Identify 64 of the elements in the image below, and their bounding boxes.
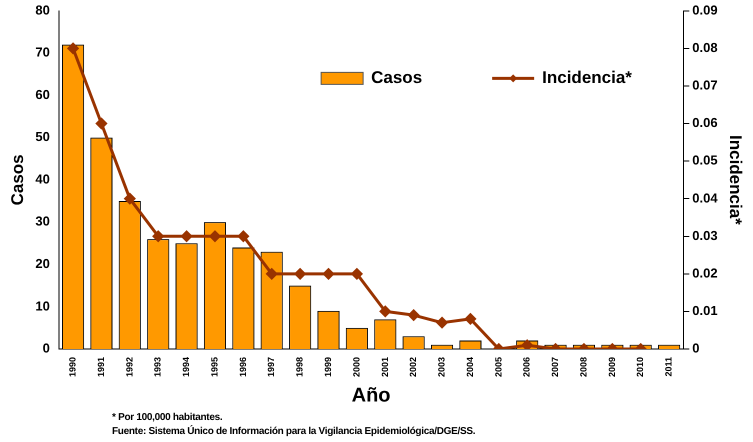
point: [238, 230, 249, 242]
x-tick-label: 2010: [635, 356, 646, 378]
point: [323, 268, 334, 280]
point: [124, 193, 136, 204]
x-tick-label: 2008: [578, 356, 588, 378]
point: [380, 306, 391, 317]
y-tick-label: 70: [35, 44, 50, 60]
x-tick-label: 1997: [266, 356, 276, 378]
text: * Por 100,000 habitantes.: [112, 411, 224, 425]
y-tick-label: 80: [35, 2, 50, 18]
y-tick-label: 30: [35, 214, 50, 229]
y-tick-label: 10: [35, 298, 50, 314]
point: [266, 268, 278, 280]
y-tick-label: 20: [35, 256, 50, 272]
x-tick-label: 2001: [380, 356, 390, 378]
y2-tick-label: 0.05: [692, 152, 718, 168]
y2-tick-label: 0.07: [692, 78, 718, 93]
point: [294, 268, 306, 280]
x-tick-label: 2006: [522, 356, 532, 378]
x-tick-label: 1999: [322, 356, 333, 378]
y-tick-label: 0: [42, 340, 50, 356]
x-tick-label: 2004: [464, 356, 475, 378]
point: [68, 42, 79, 54]
point: [408, 310, 420, 321]
y2-tick-label: 0: [692, 340, 700, 356]
x-tick-label: 1996: [238, 356, 248, 378]
x-tick-label: 1993: [152, 356, 163, 378]
x-axis-title: Año: [352, 384, 391, 407]
x-tick-label: 2007: [550, 356, 560, 378]
y-tick-label: 60: [35, 86, 50, 102]
y2-tick-label: 0.09: [692, 2, 718, 18]
y2-tick-label: 0.04: [692, 190, 718, 206]
source-note: Fuente: Sistema Único de Información para la Vigilancia Epidemiológica/DGE/SS.: [112, 425, 476, 439]
y-tick-label: 40: [35, 171, 50, 186]
point: [351, 268, 362, 280]
y-axis-title: Casos: [8, 154, 27, 206]
x-tick-label: 2002: [408, 356, 418, 378]
point: [209, 230, 220, 242]
point: [464, 313, 476, 324]
y2-tick-label: 0.01: [692, 302, 718, 318]
x-tick-label: 1995: [209, 356, 220, 378]
point: [96, 118, 107, 130]
y-tick-label: 50: [35, 129, 50, 144]
x-tick-label: 1994: [181, 356, 192, 378]
x-tick-label: 1998: [294, 356, 305, 378]
x-tick-label: 2000: [351, 356, 362, 378]
x-tick-label: 1991: [96, 356, 106, 378]
y2-tick-label: 0.02: [692, 265, 718, 280]
x-tick-label: 1992: [124, 356, 134, 378]
point: [181, 230, 192, 242]
x-tick-label: 2009: [606, 356, 617, 378]
legend-label: Incidencia*: [542, 68, 632, 88]
y2-tick-label: 0.06: [692, 115, 718, 130]
y2-axis-title: Incidencia*: [726, 135, 746, 226]
x-tick-label: 2003: [436, 356, 447, 378]
legend-label: Casos: [371, 68, 422, 88]
y2-tick-label: 0.08: [692, 40, 718, 55]
point: [522, 340, 533, 349]
point: [436, 317, 448, 328]
point: [152, 230, 164, 242]
x-tick-label: 1990: [68, 356, 78, 378]
x-tick-label: 2005: [493, 356, 504, 378]
y2-tick-label: 0.03: [692, 228, 718, 243]
x-tick-label: 2011: [664, 356, 674, 377]
